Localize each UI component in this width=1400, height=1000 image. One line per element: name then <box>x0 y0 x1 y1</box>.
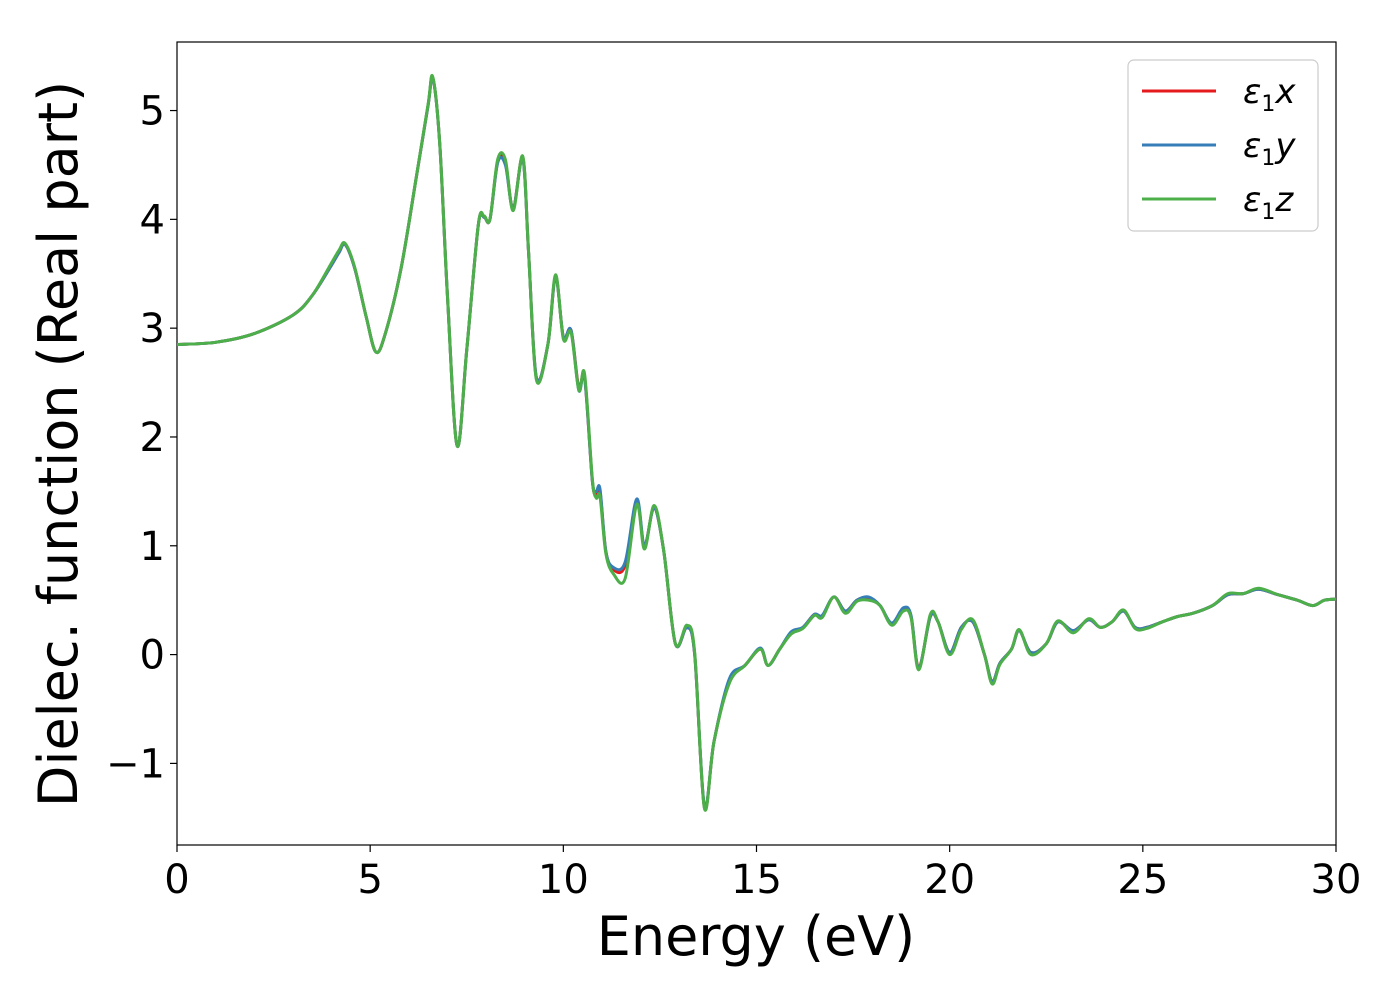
y-axis-label: Dielec. function (Real part) <box>27 81 90 807</box>
x-tick-label: 10 <box>538 857 589 903</box>
y-tick-label: 5 <box>140 89 165 135</box>
legend-label: ε1x <box>1243 72 1296 117</box>
y-tick-label: 0 <box>140 633 165 679</box>
x-tick-label: 0 <box>164 857 189 903</box>
y-tick-label: 3 <box>140 306 165 352</box>
x-tick-label: 5 <box>357 857 382 903</box>
x-tick-label: 25 <box>1117 857 1168 903</box>
y-tick-label: 1 <box>140 524 165 570</box>
y-tick-label: 4 <box>140 197 165 243</box>
legend-label: ε1z <box>1243 180 1294 225</box>
legend-label: ε1y <box>1243 126 1296 171</box>
legend-box <box>1127 59 1319 232</box>
x-tick-label: 30 <box>1311 857 1362 903</box>
x-tick-label: 15 <box>731 857 782 903</box>
x-tick-label: 20 <box>924 857 975 903</box>
legend: ε1x ε1y ε1z <box>1127 59 1319 232</box>
series-lines <box>177 73 1336 812</box>
x-axis-label: Energy (eV) <box>597 905 916 968</box>
y-tick-label: 2 <box>140 415 165 461</box>
x-axis-ticks: 0 5 10 15 20 25 30 <box>164 845 1361 903</box>
y-axis-ticks: −1 0 1 2 3 4 5 <box>106 89 177 787</box>
y-tick-label: −1 <box>106 741 165 787</box>
series-line-z <box>177 73 1336 812</box>
